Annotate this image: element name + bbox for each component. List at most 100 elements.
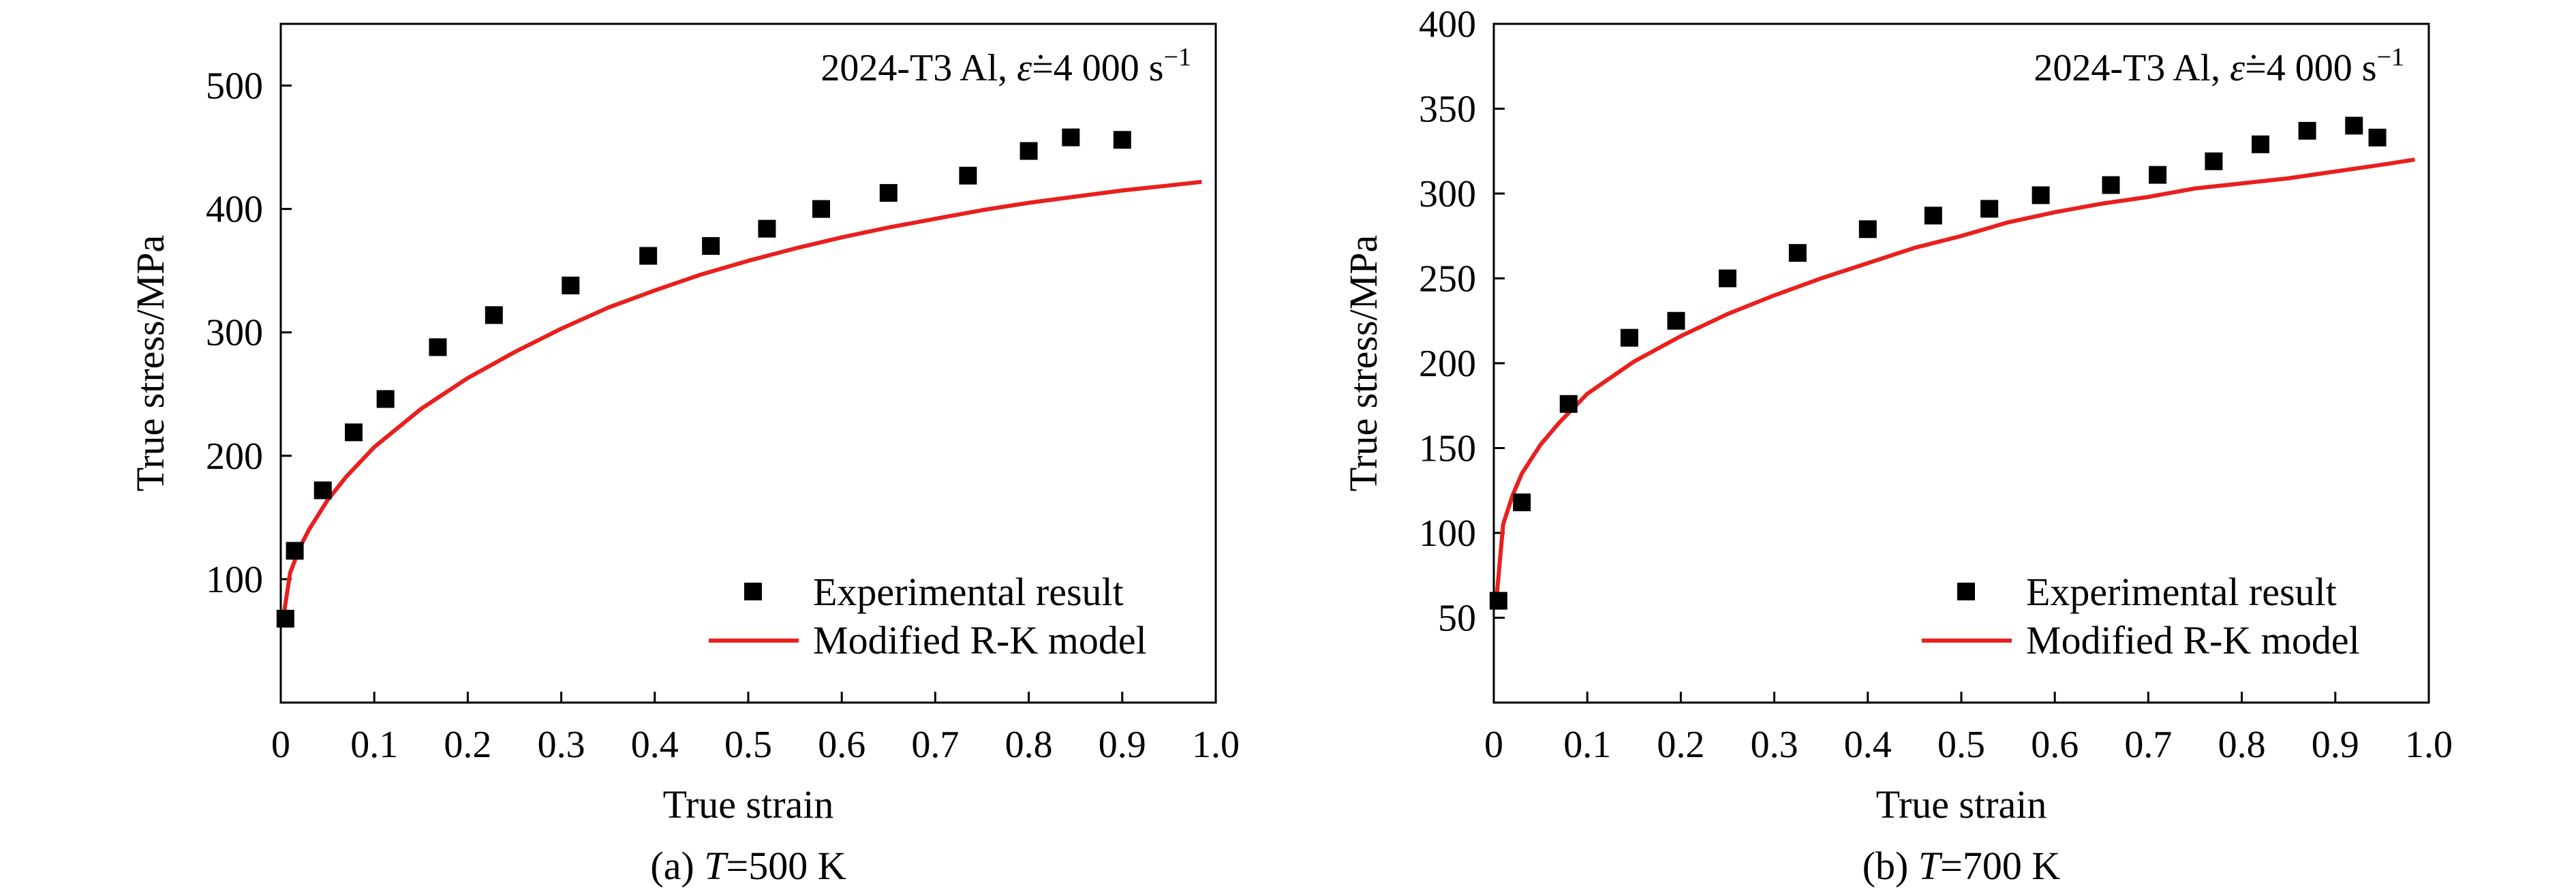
y-tick-label: 300 — [1419, 173, 1476, 215]
model-curve — [281, 179, 1202, 617]
experimental-point — [2031, 186, 2050, 204]
experimental-point — [1489, 592, 1507, 610]
experimental-point — [1719, 269, 1736, 288]
y-axis-title: True stress/MPa — [128, 235, 172, 492]
y-tick-label: 400 — [206, 189, 263, 231]
experimental-points-layer — [1489, 117, 2387, 610]
x-tick-label: 0.2 — [1657, 724, 1704, 766]
x-tick-label: 0.4 — [1844, 724, 1892, 766]
x-tick-label: 0.7 — [911, 724, 959, 766]
y-tick-labels: 50 100 150 200 250 300 350 400 — [1419, 3, 1476, 640]
y-tick-labels: 100 200 300 400 500 — [206, 65, 263, 601]
x-tick-label: 0.1 — [1563, 724, 1611, 766]
legend-marker-experimental — [1957, 583, 1975, 600]
x-tick-label: 1.0 — [1192, 724, 1240, 766]
experimental-point — [2205, 152, 2223, 170]
experimental-point — [959, 166, 977, 185]
experimental-point — [429, 338, 447, 356]
panel-caption: (a) T=500 K — [650, 844, 846, 888]
experimental-point — [1513, 493, 1531, 512]
x-axis-title: True strain — [663, 782, 834, 827]
chart-annotation: 2024-T3 Al, ε̇=4 000 s−1 — [2034, 43, 2404, 89]
experimental-point — [2345, 117, 2363, 135]
experimental-point — [1559, 395, 1578, 413]
y-tick-label: 300 — [206, 312, 263, 354]
chart-panel-b: 50 100 150 200 250 300 350 400 0 0.1 0.2 0.3 0.4 0.5… — [1341, 3, 2453, 888]
x-tick-label: 0.6 — [2031, 724, 2079, 766]
x-tick-label: 0 — [271, 724, 290, 766]
legend: Experimental result Modified R-K model — [1922, 570, 2360, 662]
y-tick-label: 150 — [1419, 428, 1476, 470]
experimental-point — [2368, 128, 2387, 147]
x-tick-labels: 0 0.1 0.2 0.3 0.4 0.5 0.6 0.7 0.8 0.9 1.0 — [1484, 724, 2453, 766]
x-tick-label: 0.7 — [2124, 724, 2172, 766]
legend-label-model: Modified R-K model — [2026, 618, 2360, 662]
x-tick-label: 0.5 — [724, 724, 772, 766]
x-axis-title: True strain — [1876, 782, 2047, 827]
experimental-point — [2252, 135, 2270, 153]
x-tick-label: 0.5 — [1937, 724, 1985, 766]
experimental-points-layer — [276, 128, 1131, 628]
y-tick-label: 100 — [206, 559, 263, 601]
y-tick-label: 250 — [1419, 258, 1476, 301]
y-tick-label: 200 — [1419, 343, 1476, 385]
x-tick-labels: 0 0.1 0.2 0.3 0.4 0.5 0.6 0.7 0.8 0.9 1.0 — [271, 724, 1240, 766]
x-tick-label: 0.8 — [2218, 724, 2266, 766]
legend-label-experimental: Experimental result — [813, 570, 1124, 614]
experimental-point — [1788, 244, 1807, 262]
experimental-point — [812, 200, 831, 218]
chart-panel-a: 100 200 300 400 500 0 0.1 0.2 0.3 0.4 0.5 0.6 0.7 0.… — [128, 22, 1240, 888]
experimental-point — [485, 306, 503, 324]
x-tick-label: 0.4 — [631, 724, 679, 766]
experimental-point — [1019, 142, 1038, 160]
y-tick-label: 500 — [206, 65, 263, 108]
experimental-point — [1667, 311, 1685, 330]
experimental-point — [702, 236, 720, 255]
experimental-point — [879, 184, 898, 202]
legend-label-model: Modified R-K model — [813, 618, 1147, 662]
y-tick-label: 50 — [1438, 598, 1476, 640]
x-tick-label: 0.3 — [1751, 724, 1798, 766]
experimental-point — [758, 219, 776, 238]
legend-marker-experimental — [744, 583, 762, 600]
experimental-point — [1062, 128, 1080, 147]
experimental-point — [345, 423, 363, 442]
experimental-point — [276, 609, 294, 628]
y-axis-title: True stress/MPa — [1341, 235, 1385, 492]
x-tick-label: 0.2 — [444, 724, 491, 766]
x-tick-label: 0.3 — [538, 724, 585, 766]
experimental-point — [2298, 121, 2316, 140]
experimental-point — [286, 542, 304, 560]
model-curve-layer — [281, 179, 1202, 617]
legend: Experimental result Modified R-K model — [709, 570, 1147, 662]
experimental-point — [1858, 220, 1877, 239]
x-tick-label: 0.8 — [1005, 724, 1053, 766]
experimental-point — [639, 247, 658, 265]
chart-annotation: 2024-T3 Al, ε̇=4 000 s−1 — [821, 43, 1191, 89]
y-tick-label: 100 — [1419, 512, 1476, 555]
experimental-point — [2149, 166, 2167, 184]
experimental-point — [1924, 206, 1942, 225]
y-tick-label: 400 — [1419, 3, 1476, 46]
y-tick-label: 200 — [206, 435, 263, 478]
x-tick-label: 0.1 — [350, 724, 398, 766]
x-tick-label: 0.9 — [1099, 724, 1146, 766]
x-tick-label: 1.0 — [2405, 724, 2453, 766]
legend-label-experimental: Experimental result — [2026, 570, 2337, 614]
experimental-point — [562, 276, 580, 294]
x-tick-label: 0 — [1484, 724, 1503, 766]
experimental-point — [2102, 176, 2120, 194]
experimental-point — [313, 481, 332, 500]
y-tick-label: 350 — [1419, 89, 1476, 131]
model-curve — [1494, 157, 2415, 598]
experimental-point — [1113, 131, 1131, 149]
experimental-point — [1980, 200, 1999, 218]
tick-marks — [279, 85, 1217, 703]
experimental-point — [1620, 328, 1638, 347]
panel-caption: (b) T=700 K — [1862, 844, 2061, 888]
experimental-point — [376, 390, 395, 408]
model-curve-layer — [1494, 157, 2415, 598]
x-tick-label: 0.6 — [818, 724, 865, 766]
x-tick-label: 0.9 — [2312, 724, 2359, 766]
